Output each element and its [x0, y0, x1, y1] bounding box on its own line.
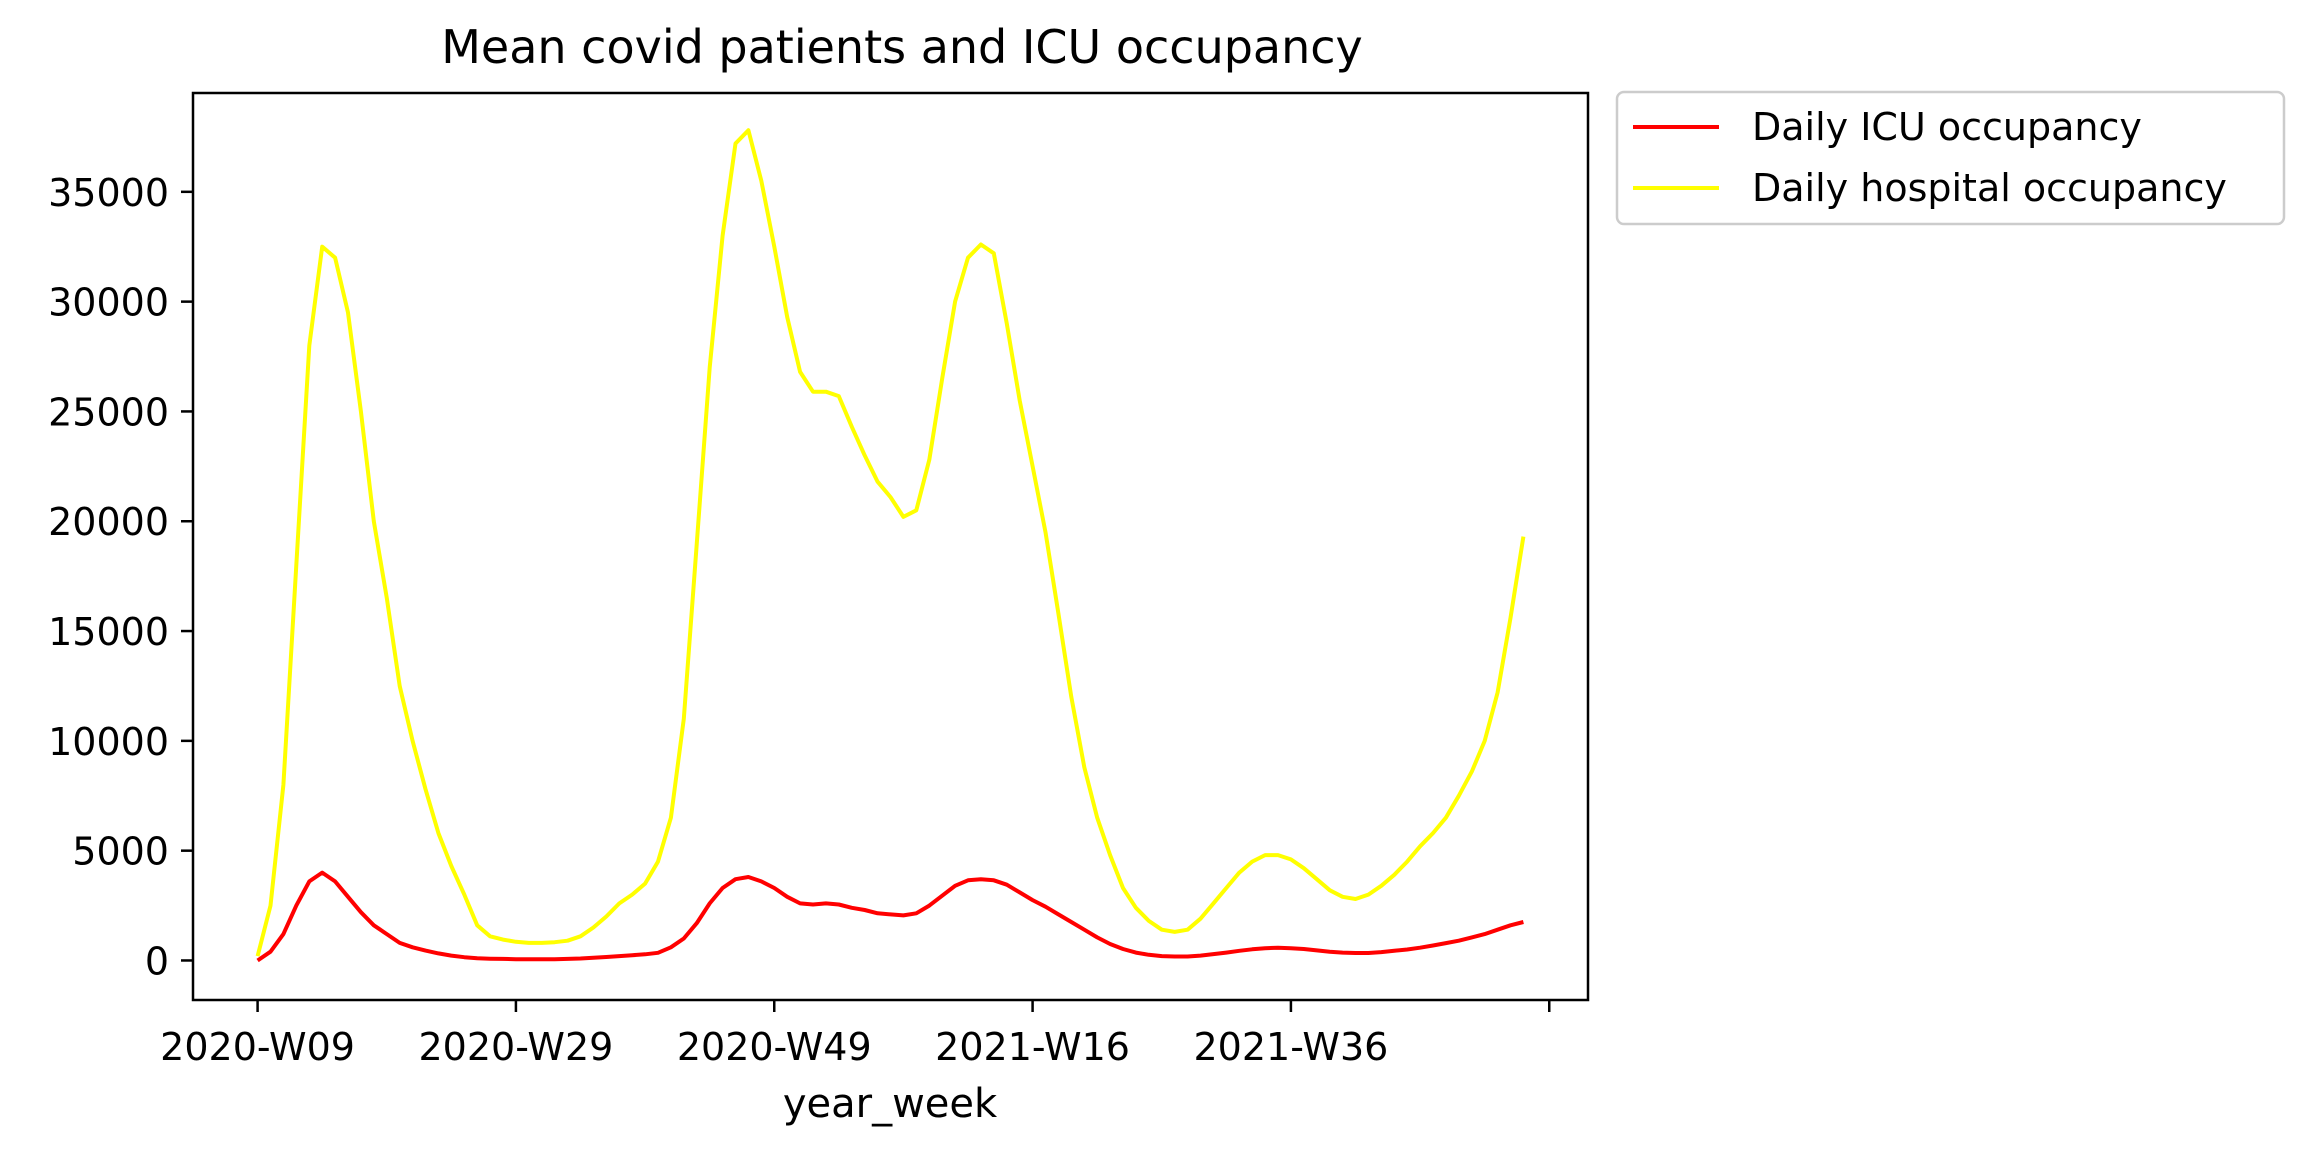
series-layer [255, 128, 1526, 963]
legend-label-hospital: Daily hospital occupancy [1752, 166, 2227, 210]
y-axis: 0 5000 10000 15000 20000 25000 30000 35000 [48, 171, 193, 983]
y-tick-label: 30000 [48, 281, 169, 325]
x-tick-label: 2020-W09 [160, 1025, 355, 1069]
y-tick-label: 20000 [48, 500, 169, 544]
x-axis-label: year_week [783, 1081, 998, 1127]
legend-frame [1615, 90, 2286, 226]
legend-label-icu: Daily ICU occupancy [1752, 105, 2142, 149]
y-tick-label: 35000 [48, 171, 169, 215]
y-tick-label: 5000 [72, 830, 169, 874]
legend: Daily ICU occupancy Daily hospital occupa… [1615, 90, 2286, 226]
y-tick-label: 10000 [48, 720, 169, 764]
chart-title: Mean covid patients and ICU occupancy [441, 20, 1363, 74]
x-tick-label: 2021-W36 [1194, 1025, 1389, 1069]
y-tick-label: 15000 [48, 610, 169, 654]
x-tick-label: 2021-W16 [935, 1025, 1130, 1069]
series-line-hospital [255, 128, 1526, 957]
x-tick-label: 2020-W29 [419, 1025, 614, 1069]
y-tick-label: 0 [145, 939, 169, 983]
x-tick-label: 2020-W49 [677, 1025, 872, 1069]
y-tick-label: 25000 [48, 390, 169, 434]
series-line-icu [256, 870, 1524, 963]
plot-area-frame [191, 91, 1590, 1002]
x-axis: 2020-W09 2020-W29 2020-W49 2021-W16 2021-W36 [160, 1000, 1551, 1069]
